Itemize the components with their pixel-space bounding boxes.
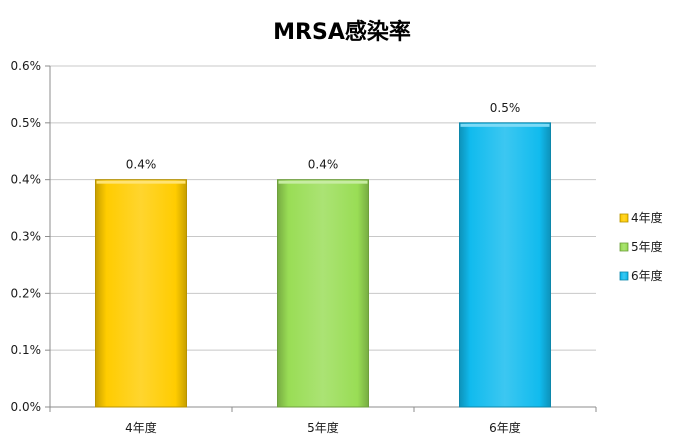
bar-6年度[interactable] bbox=[459, 122, 551, 408]
y-tick-label: 0.0% bbox=[11, 400, 42, 414]
legend-swatch bbox=[619, 213, 629, 223]
data-label: 0.4% bbox=[308, 158, 339, 172]
bar-5年度[interactable] bbox=[277, 179, 369, 408]
data-label: 0.5% bbox=[490, 101, 521, 115]
bar-4年度[interactable] bbox=[95, 179, 187, 408]
x-tick-label: 4年度 bbox=[125, 420, 157, 435]
plot-area: 0.0% 0.1% 0.2% 0.3% 0.4% 0.5% 0.6% 0.4% 4年度 0.4% 5… bbox=[11, 59, 597, 435]
y-tick-label: 0.3% bbox=[11, 230, 42, 244]
legend-label: 4年度 bbox=[631, 210, 663, 225]
legend-label: 5年度 bbox=[631, 239, 663, 254]
y-tick-label: 0.2% bbox=[11, 286, 42, 300]
legend-swatch bbox=[619, 242, 629, 252]
chart-title: MRSA感染率 bbox=[273, 19, 411, 45]
x-tick-label: 5年度 bbox=[307, 420, 339, 435]
legend-label: 6年度 bbox=[631, 268, 663, 283]
bar-top-highlight bbox=[96, 180, 186, 184]
y-tick-label: 0.6% bbox=[11, 59, 42, 73]
data-label: 0.4% bbox=[126, 158, 157, 172]
y-tick-label: 0.5% bbox=[11, 116, 42, 130]
y-tick-label: 0.1% bbox=[11, 343, 42, 357]
legend: 4年度 5年度 6年度 bbox=[619, 210, 663, 283]
bar-top-highlight bbox=[278, 180, 368, 184]
x-tick-label: 6年度 bbox=[489, 420, 521, 435]
legend-swatch bbox=[619, 271, 629, 281]
bar-top-highlight bbox=[460, 123, 550, 127]
y-tick-label: 0.4% bbox=[11, 173, 42, 187]
